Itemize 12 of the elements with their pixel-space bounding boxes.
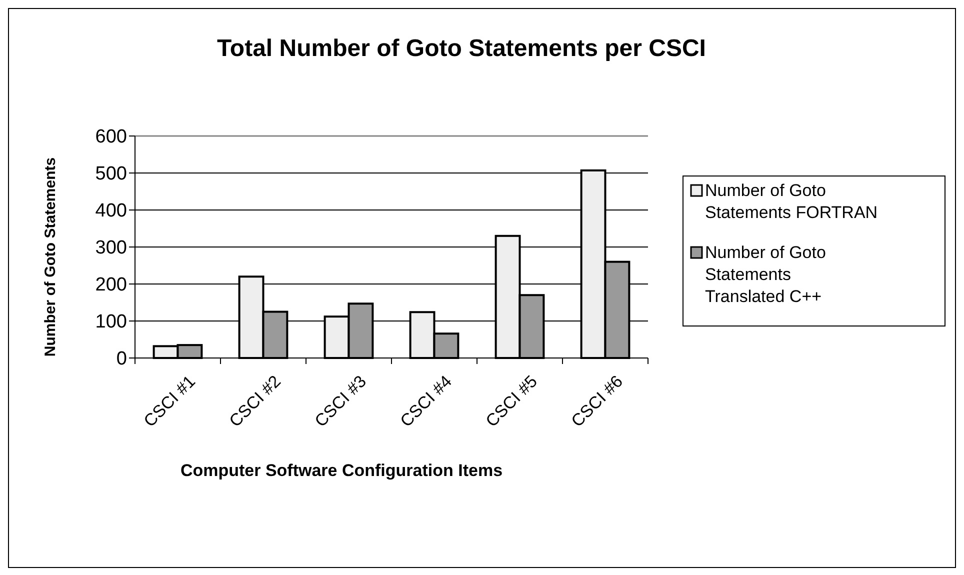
y-tick-label: 100 [95,312,127,333]
legend-label: Number of Goto Statements Translated C++ [705,243,826,306]
y-tick-label: 600 [95,126,127,148]
y-tick-label: 0 [116,348,127,370]
legend-label: Number of Goto Statements FORTRAN [705,181,878,222]
y-tick-label: 300 [95,238,127,259]
y-tick-label: 400 [95,200,127,222]
x-axis-title: Computer Software Configuration Items [180,461,503,480]
y-tick-label: 500 [95,164,127,185]
y-axis-title: Number of Goto Statements [42,157,59,357]
y-tick-label: 200 [95,274,127,296]
chart-title: Total Number of Goto Statements per CSCI [217,35,706,62]
